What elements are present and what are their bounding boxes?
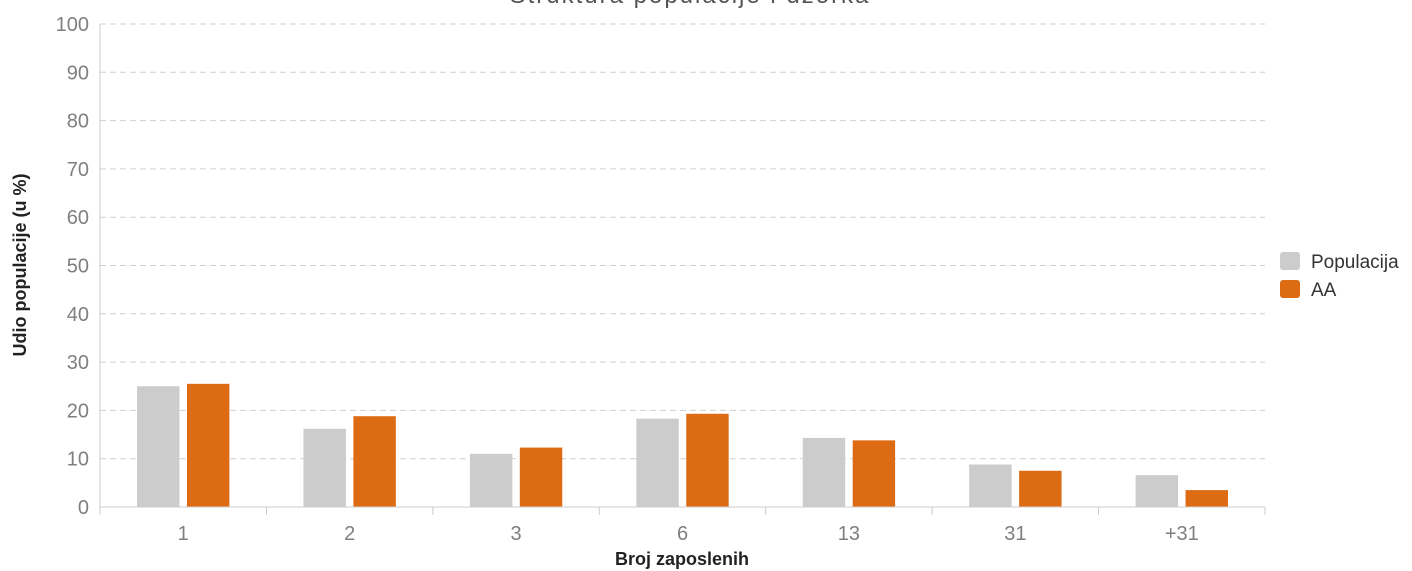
chart-title: Struktura populacije i uzorka bbox=[510, 0, 871, 9]
y-tick-label-0: 0 bbox=[78, 497, 89, 519]
y-tick-label-10: 10 bbox=[67, 449, 89, 471]
x-tick-label-6: 6 bbox=[677, 523, 688, 545]
bar-populacija-1 bbox=[137, 386, 180, 507]
y-axis-ticks: 0 10 20 30 40 50 60 70 80 90 100 bbox=[56, 14, 89, 519]
x-tick-label-3: 3 bbox=[511, 523, 522, 545]
bar-populacija-6 bbox=[636, 418, 679, 507]
y-tick-label-90: 90 bbox=[67, 62, 89, 84]
x-tick-label-+31: +31 bbox=[1165, 523, 1199, 545]
grid-lines bbox=[100, 23, 1265, 460]
bar-aa-31 bbox=[1019, 470, 1062, 507]
legend: Populacija AA bbox=[1280, 252, 1399, 301]
bar-aa-3 bbox=[519, 447, 563, 507]
bar-populacija-13 bbox=[802, 437, 846, 507]
x-tick-label-1: 1 bbox=[178, 523, 189, 545]
bar-aa-1 bbox=[186, 383, 230, 507]
legend-label-aa: AA bbox=[1311, 280, 1337, 301]
legend-swatch-aa bbox=[1280, 280, 1300, 298]
bar-populacija-2 bbox=[303, 428, 346, 507]
y-tick-label-80: 80 bbox=[67, 111, 89, 133]
legend-label-populacija: Populacija bbox=[1311, 252, 1399, 273]
x-tick-label-31: 31 bbox=[1004, 523, 1026, 545]
bar-aa-13 bbox=[852, 440, 896, 507]
y-tick-label-70: 70 bbox=[67, 159, 89, 181]
bar-aa-2 bbox=[353, 416, 396, 507]
bars bbox=[137, 383, 1228, 507]
x-tick-label-13: 13 bbox=[838, 523, 860, 545]
bar-populacija-+31 bbox=[1135, 475, 1179, 507]
y-tick-label-100: 100 bbox=[56, 14, 89, 36]
x-axis: 1 2 3 6 13 31 +31 bbox=[99, 24, 1266, 545]
bar-aa-+31 bbox=[1185, 490, 1228, 507]
bar-populacija-3 bbox=[469, 453, 513, 507]
y-tick-label-50: 50 bbox=[67, 256, 89, 278]
y-tick-label-30: 30 bbox=[67, 352, 89, 374]
y-tick-label-60: 60 bbox=[67, 207, 89, 229]
y-tick-label-20: 20 bbox=[67, 400, 89, 422]
bar-populacija-31 bbox=[969, 464, 1012, 507]
y-axis-title: Udio populacije (u %) bbox=[10, 173, 30, 356]
x-tick-label-2: 2 bbox=[344, 523, 355, 545]
y-tick-label-40: 40 bbox=[67, 304, 89, 326]
x-axis-title: Broj zaposlenih bbox=[615, 549, 749, 569]
bar-aa-6 bbox=[686, 413, 729, 507]
legend-swatch-populacija bbox=[1280, 252, 1300, 270]
